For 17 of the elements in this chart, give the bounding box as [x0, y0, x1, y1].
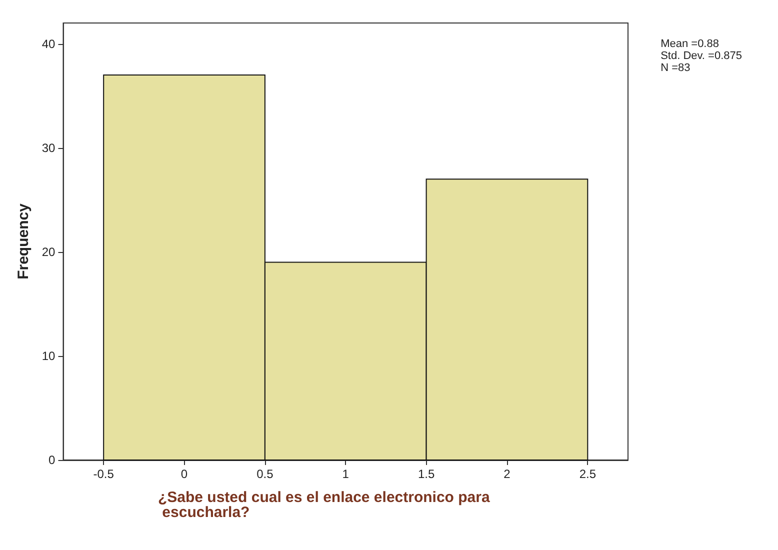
x-tick-label: 0.5 [256, 467, 274, 481]
x-tick-label: 0 [180, 467, 188, 481]
y-axis-title: Frequency [15, 202, 32, 280]
text: N =83 [660, 62, 690, 74]
y-tick-label: 40 [42, 36, 56, 51]
x-tick-label: 2.5 [579, 467, 596, 481]
text: Std. Dev. =0.875 [660, 50, 742, 62]
y-tick-label: 20 [42, 244, 56, 259]
y-tick-label: 30 [42, 140, 56, 155]
x-tick-label: -0.5 [93, 467, 114, 481]
x-tick-label: 1.5 [418, 467, 435, 481]
x-tick-label: 2 [504, 467, 511, 481]
y-tick-label: 10 [42, 348, 56, 363]
x-axis-title: ¿Sabe usted cual es el enlace electronico para escucharla? [158, 489, 490, 521]
y-tick-label: 0 [48, 453, 56, 467]
x-tick-label: 1 [342, 467, 350, 481]
text: Mean =0.88 [660, 38, 719, 50]
